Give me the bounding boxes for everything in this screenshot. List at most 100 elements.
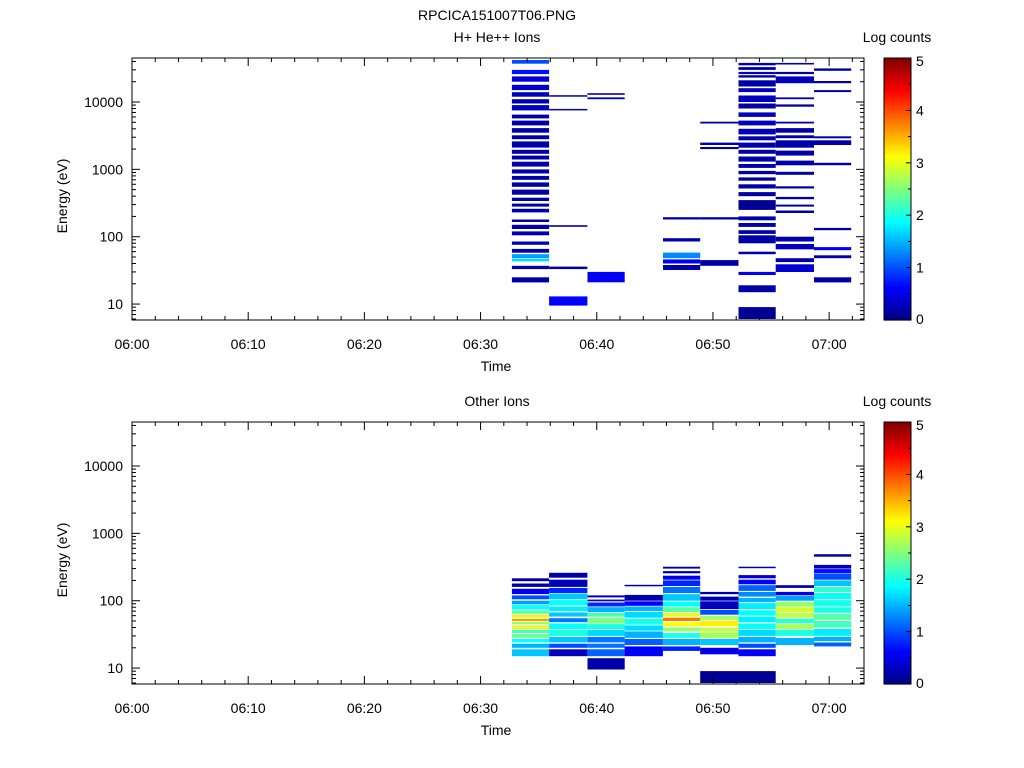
- heatmap-cell: [738, 623, 776, 629]
- colorbar-segment: [884, 191, 911, 195]
- heatmap-cell: [624, 584, 663, 587]
- colorbar-segment: [884, 518, 911, 523]
- colorbar-segment: [884, 207, 911, 211]
- colorbar-segment: [884, 440, 911, 444]
- heatmap-cell: [814, 227, 852, 231]
- colorbar-segment: [884, 183, 911, 187]
- heatmap-cell: [624, 625, 663, 631]
- heatmap-cell: [511, 634, 550, 638]
- heatmap-cell: [700, 632, 739, 638]
- colorbar-segment: [884, 508, 911, 512]
- heatmap-cell: [663, 627, 701, 632]
- heatmap-cell: [549, 623, 588, 629]
- heatmap-cell: [511, 219, 550, 222]
- heatmap-cell: [775, 601, 814, 607]
- x-tick-label: 06:30: [463, 336, 498, 352]
- x-tick-label: 06:10: [231, 700, 266, 716]
- heatmap-cell: [738, 585, 776, 591]
- heatmap-cell: [814, 277, 852, 283]
- colorbar-segment: [884, 71, 911, 75]
- heatmap-cell: [624, 646, 663, 657]
- colorbar-segment: [884, 212, 911, 216]
- colorbar-segment: [884, 482, 911, 486]
- colorbar-tick-label: 5: [916, 417, 924, 433]
- colorbar-segment: [884, 558, 911, 562]
- colorbar-segment: [884, 521, 911, 525]
- colorbar-segment: [884, 600, 911, 604]
- x-tick-label: 06:40: [579, 336, 614, 352]
- heatmap-cell: [775, 128, 814, 133]
- colorbar-segment: [884, 560, 911, 565]
- heatmap-cell: [738, 136, 776, 141]
- heatmap-cell: [587, 271, 625, 283]
- heatmap-cell: [775, 196, 814, 200]
- heatmap-cell: [738, 164, 776, 168]
- heatmap-cell: [511, 241, 550, 245]
- colorbar-segment: [884, 497, 911, 502]
- colorbar-segment: [884, 448, 911, 452]
- heatmap-cell: [511, 600, 550, 605]
- colorbar-segment: [884, 647, 911, 651]
- colorbar-segment: [884, 283, 911, 287]
- colorbar-segment: [884, 293, 911, 298]
- colorbar-segment: [884, 160, 911, 164]
- heatmap-cell: [738, 200, 776, 210]
- colorbar-segment: [884, 487, 911, 491]
- heatmap-cell: [814, 587, 852, 592]
- heatmap-cell: [700, 615, 739, 620]
- heatmap-cell: [814, 255, 852, 259]
- heatmap-cell: [663, 571, 701, 574]
- colorbar-segment: [884, 668, 911, 672]
- heatmap-cell: [624, 606, 663, 612]
- heatmap-cell: [549, 593, 588, 600]
- colorbar-segment: [884, 136, 911, 140]
- colorbar-segment: [884, 605, 911, 609]
- colorbar-tick-label: 1: [916, 260, 924, 276]
- colorbar-segment: [884, 241, 911, 245]
- heatmap-cell: [738, 112, 776, 117]
- heatmap-cell: [738, 271, 776, 275]
- colorbar-segment: [884, 228, 911, 232]
- heatmap-cell: [549, 95, 588, 97]
- colorbar-segment: [884, 317, 911, 321]
- colorbar-segment: [884, 516, 911, 520]
- colorbar-segment: [884, 492, 911, 496]
- colorbar-segment: [884, 202, 911, 206]
- heatmap-cell: [663, 252, 701, 259]
- heatmap-cell: [775, 135, 814, 139]
- colorbar-segment: [884, 602, 911, 606]
- colorbar-segment: [884, 456, 911, 460]
- heatmap-cell: [814, 68, 852, 71]
- panel-2-title: Other Ions: [464, 393, 529, 409]
- colorbar-segment: [884, 634, 911, 638]
- heatmap-cell: [814, 621, 852, 628]
- heatmap-cell: [511, 149, 550, 154]
- heatmap-cell: [549, 606, 588, 612]
- heatmap-cell: [738, 80, 776, 87]
- heatmap-cell: [738, 170, 776, 175]
- colorbar-segment: [884, 251, 911, 256]
- heatmap-cell: [738, 88, 776, 93]
- colorbar-segment: [884, 652, 911, 656]
- colorbar-segment: [884, 532, 911, 536]
- heatmap-cell: [549, 587, 588, 593]
- heatmap-cell: [511, 224, 550, 229]
- heatmap-cell: [663, 646, 701, 651]
- heatmap-cell: [549, 225, 588, 227]
- colorbar-segment: [884, 94, 911, 98]
- heatmap-cell: [663, 612, 701, 617]
- heatmap-cell: [738, 636, 776, 643]
- colorbar-segment: [884, 120, 911, 125]
- colorbar-segment: [884, 217, 911, 222]
- colorbar-segment: [884, 246, 911, 250]
- heatmap-cell: [511, 175, 550, 180]
- panel-1-y-axis-label: Energy (eV): [54, 159, 70, 234]
- colorbar-segment: [884, 236, 911, 240]
- colorbar-segment: [884, 429, 911, 434]
- heatmap-cell: [814, 642, 852, 647]
- heatmap-cell: [700, 217, 739, 220]
- colorbar-segment: [884, 615, 911, 620]
- colorbar-segment: [884, 678, 911, 682]
- heatmap-cell: [549, 572, 588, 578]
